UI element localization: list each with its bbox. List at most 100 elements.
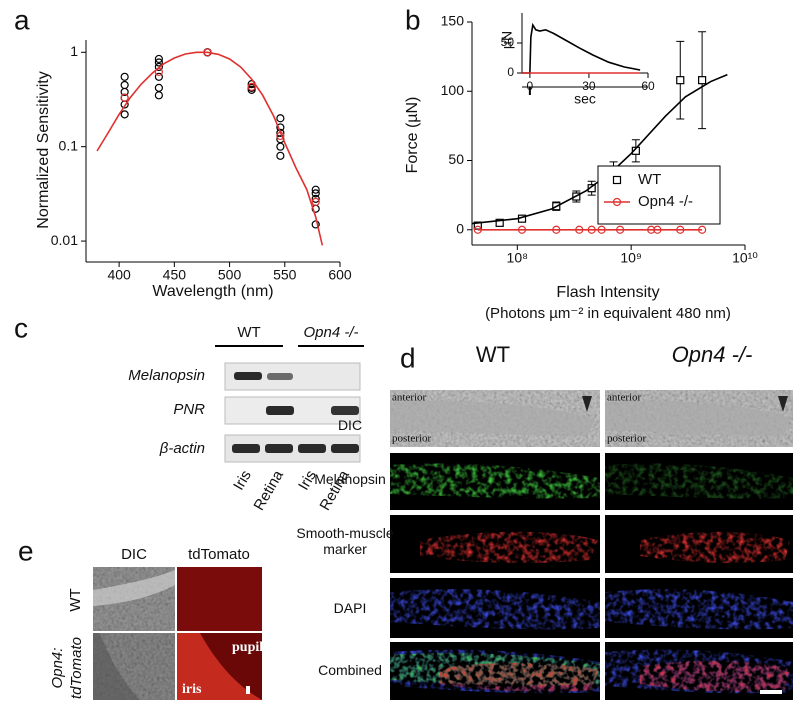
marker	[120, 110, 129, 119]
group-label: Opn4 -/-	[303, 324, 358, 341]
y-tick-label: 100	[441, 82, 465, 98]
row-label: DIC	[337, 417, 363, 433]
x-tick-label: 10⁹	[620, 250, 642, 266]
x-axis-label: Flash Intensity	[556, 284, 659, 301]
marker	[587, 184, 596, 193]
tissue-outline	[93, 633, 140, 700]
y-axis-label: µN	[499, 31, 515, 49]
arrowhead	[778, 396, 788, 412]
panel-letter: e	[18, 535, 34, 566]
orientation-label: anterior	[607, 392, 642, 404]
combined-signal	[440, 662, 598, 692]
row-label: Smooth-muscle marker	[296, 525, 394, 557]
marker	[311, 185, 320, 194]
x-axis-label: Wavelength (nm)	[152, 283, 273, 300]
legend-marker	[612, 175, 622, 185]
y-tick-label: 1	[70, 43, 78, 59]
gel-band	[331, 406, 359, 415]
legend-box	[597, 165, 721, 225]
y-tick-label: 0.01	[51, 232, 78, 248]
x-tick-label: 450	[163, 267, 187, 283]
row-label: tdTomato	[68, 637, 85, 699]
x-axis-label: (Photons µm⁻² in equivalent 480 nm)	[485, 305, 731, 322]
x-tick-label: 500	[218, 267, 242, 283]
panel-letter: a	[14, 4, 30, 35]
marker	[247, 82, 256, 91]
row-label: Opn4:	[49, 648, 66, 689]
x-axis-label: sec	[574, 91, 596, 107]
y-tick-label: 50	[501, 35, 515, 49]
marker	[120, 72, 129, 81]
gel-band	[232, 444, 260, 453]
series-line	[471, 73, 728, 225]
scale-bar	[760, 690, 782, 694]
marker	[276, 114, 285, 123]
column-label: tdTomato	[188, 546, 250, 563]
series-line	[96, 51, 324, 246]
y-axis-label: Force (µN)	[404, 97, 421, 174]
scale-bar	[246, 686, 250, 694]
panel-letter: c	[14, 312, 28, 343]
marker	[276, 151, 285, 160]
panel-letter: b	[405, 4, 421, 35]
marker	[616, 225, 625, 234]
tdtomato-signal	[177, 633, 262, 700]
gene-label: PNR	[173, 401, 205, 418]
orientation-label: posterior	[607, 433, 646, 445]
group-label: WT	[237, 324, 260, 341]
gel-band	[267, 373, 293, 380]
tdtomato-image	[177, 567, 262, 631]
column-label: DIC	[121, 546, 147, 563]
panel-letter: d	[400, 342, 416, 373]
gel-band	[298, 444, 326, 453]
marker	[552, 225, 561, 234]
marker	[311, 197, 320, 206]
y-tick-label: 50	[448, 151, 464, 167]
y-tick-label: 0.1	[59, 137, 79, 153]
smooth-muscle-signal	[640, 531, 790, 563]
gene-label: Melanopsin	[128, 367, 205, 384]
gel-band	[331, 444, 359, 453]
row-label: Combined	[318, 662, 382, 678]
marker	[154, 62, 163, 72]
dapi-signal	[390, 589, 600, 630]
marker	[597, 225, 606, 234]
dapi-signal	[605, 589, 793, 630]
marker	[587, 225, 596, 234]
annotation: pupil	[232, 640, 263, 655]
marker	[154, 72, 163, 81]
x-tick-label: 600	[328, 267, 352, 283]
y-tick-label: 0	[507, 65, 514, 79]
arrowhead	[582, 396, 592, 412]
row-label: DAPI	[333, 600, 367, 616]
marker	[517, 225, 527, 234]
x-tick-label: 550	[273, 267, 297, 283]
marker	[647, 225, 656, 234]
tissue-outline	[605, 400, 790, 436]
marker	[311, 194, 320, 203]
combined-signal	[640, 660, 790, 692]
row-label: WT	[67, 588, 84, 611]
x-tick-label: 30	[582, 79, 596, 93]
y-tick-label: 0	[456, 220, 464, 236]
marker	[473, 225, 482, 234]
marker	[676, 76, 685, 85]
annotation: iris	[182, 682, 202, 697]
gel-band	[234, 372, 262, 380]
marker	[575, 225, 584, 234]
melanopsin-signal	[390, 463, 600, 499]
marker	[154, 83, 163, 92]
marker	[276, 142, 285, 151]
marker	[311, 189, 320, 198]
marker	[120, 93, 129, 102]
marker	[154, 54, 163, 64]
marker	[276, 128, 285, 137]
x-tick-label: 10⁸	[507, 250, 529, 266]
tissue-label: Retina	[250, 467, 287, 514]
tissue-outline	[93, 570, 175, 606]
marker	[120, 87, 129, 97]
x-tick-label: 60	[641, 79, 655, 93]
tissue-outline	[390, 400, 595, 436]
x-tick-label: 0	[527, 79, 534, 93]
